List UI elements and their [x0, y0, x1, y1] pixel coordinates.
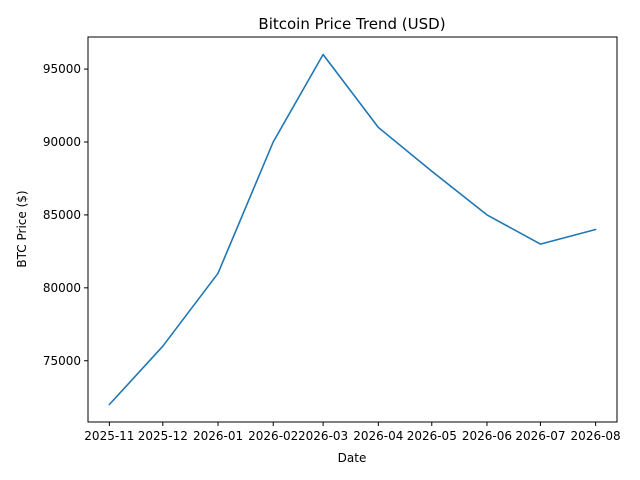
x-tick-label: 2025-12 [138, 429, 188, 443]
btc-price-line [108, 53, 597, 406]
x-tick-label: 2026-08 [571, 429, 621, 443]
x-tick-label: 2025-11 [84, 429, 134, 443]
x-tick-label: 2026-03 [298, 429, 348, 443]
x-tick-label: 2026-04 [353, 429, 403, 443]
x-axis-label: Date [338, 451, 367, 465]
x-tick-label: 2026-06 [462, 429, 512, 443]
plot-frame [87, 36, 618, 423]
y-tick-label: 85000 [43, 208, 81, 222]
x-tick-label: 2026-05 [407, 429, 457, 443]
y-tick-label: 95000 [43, 62, 81, 76]
y-axis-label: BTC Price ($) [15, 190, 29, 267]
y-tick-label: 90000 [43, 135, 81, 149]
x-axis: 2025-11 2025-12 2026-01 2026-02 2026-03 2026-… [84, 422, 621, 443]
x-tick-label: 2026-02 [248, 429, 298, 443]
x-tick-label: 2026-07 [515, 429, 565, 443]
y-tick-label: 75000 [43, 354, 81, 368]
x-tick-label: 2026-01 [193, 429, 243, 443]
chart-title: Bitcoin Price Trend (USD) [258, 15, 445, 33]
y-tick-label: 80000 [43, 281, 81, 295]
y-axis: 75000 80000 85000 90000 95000 [43, 62, 88, 368]
